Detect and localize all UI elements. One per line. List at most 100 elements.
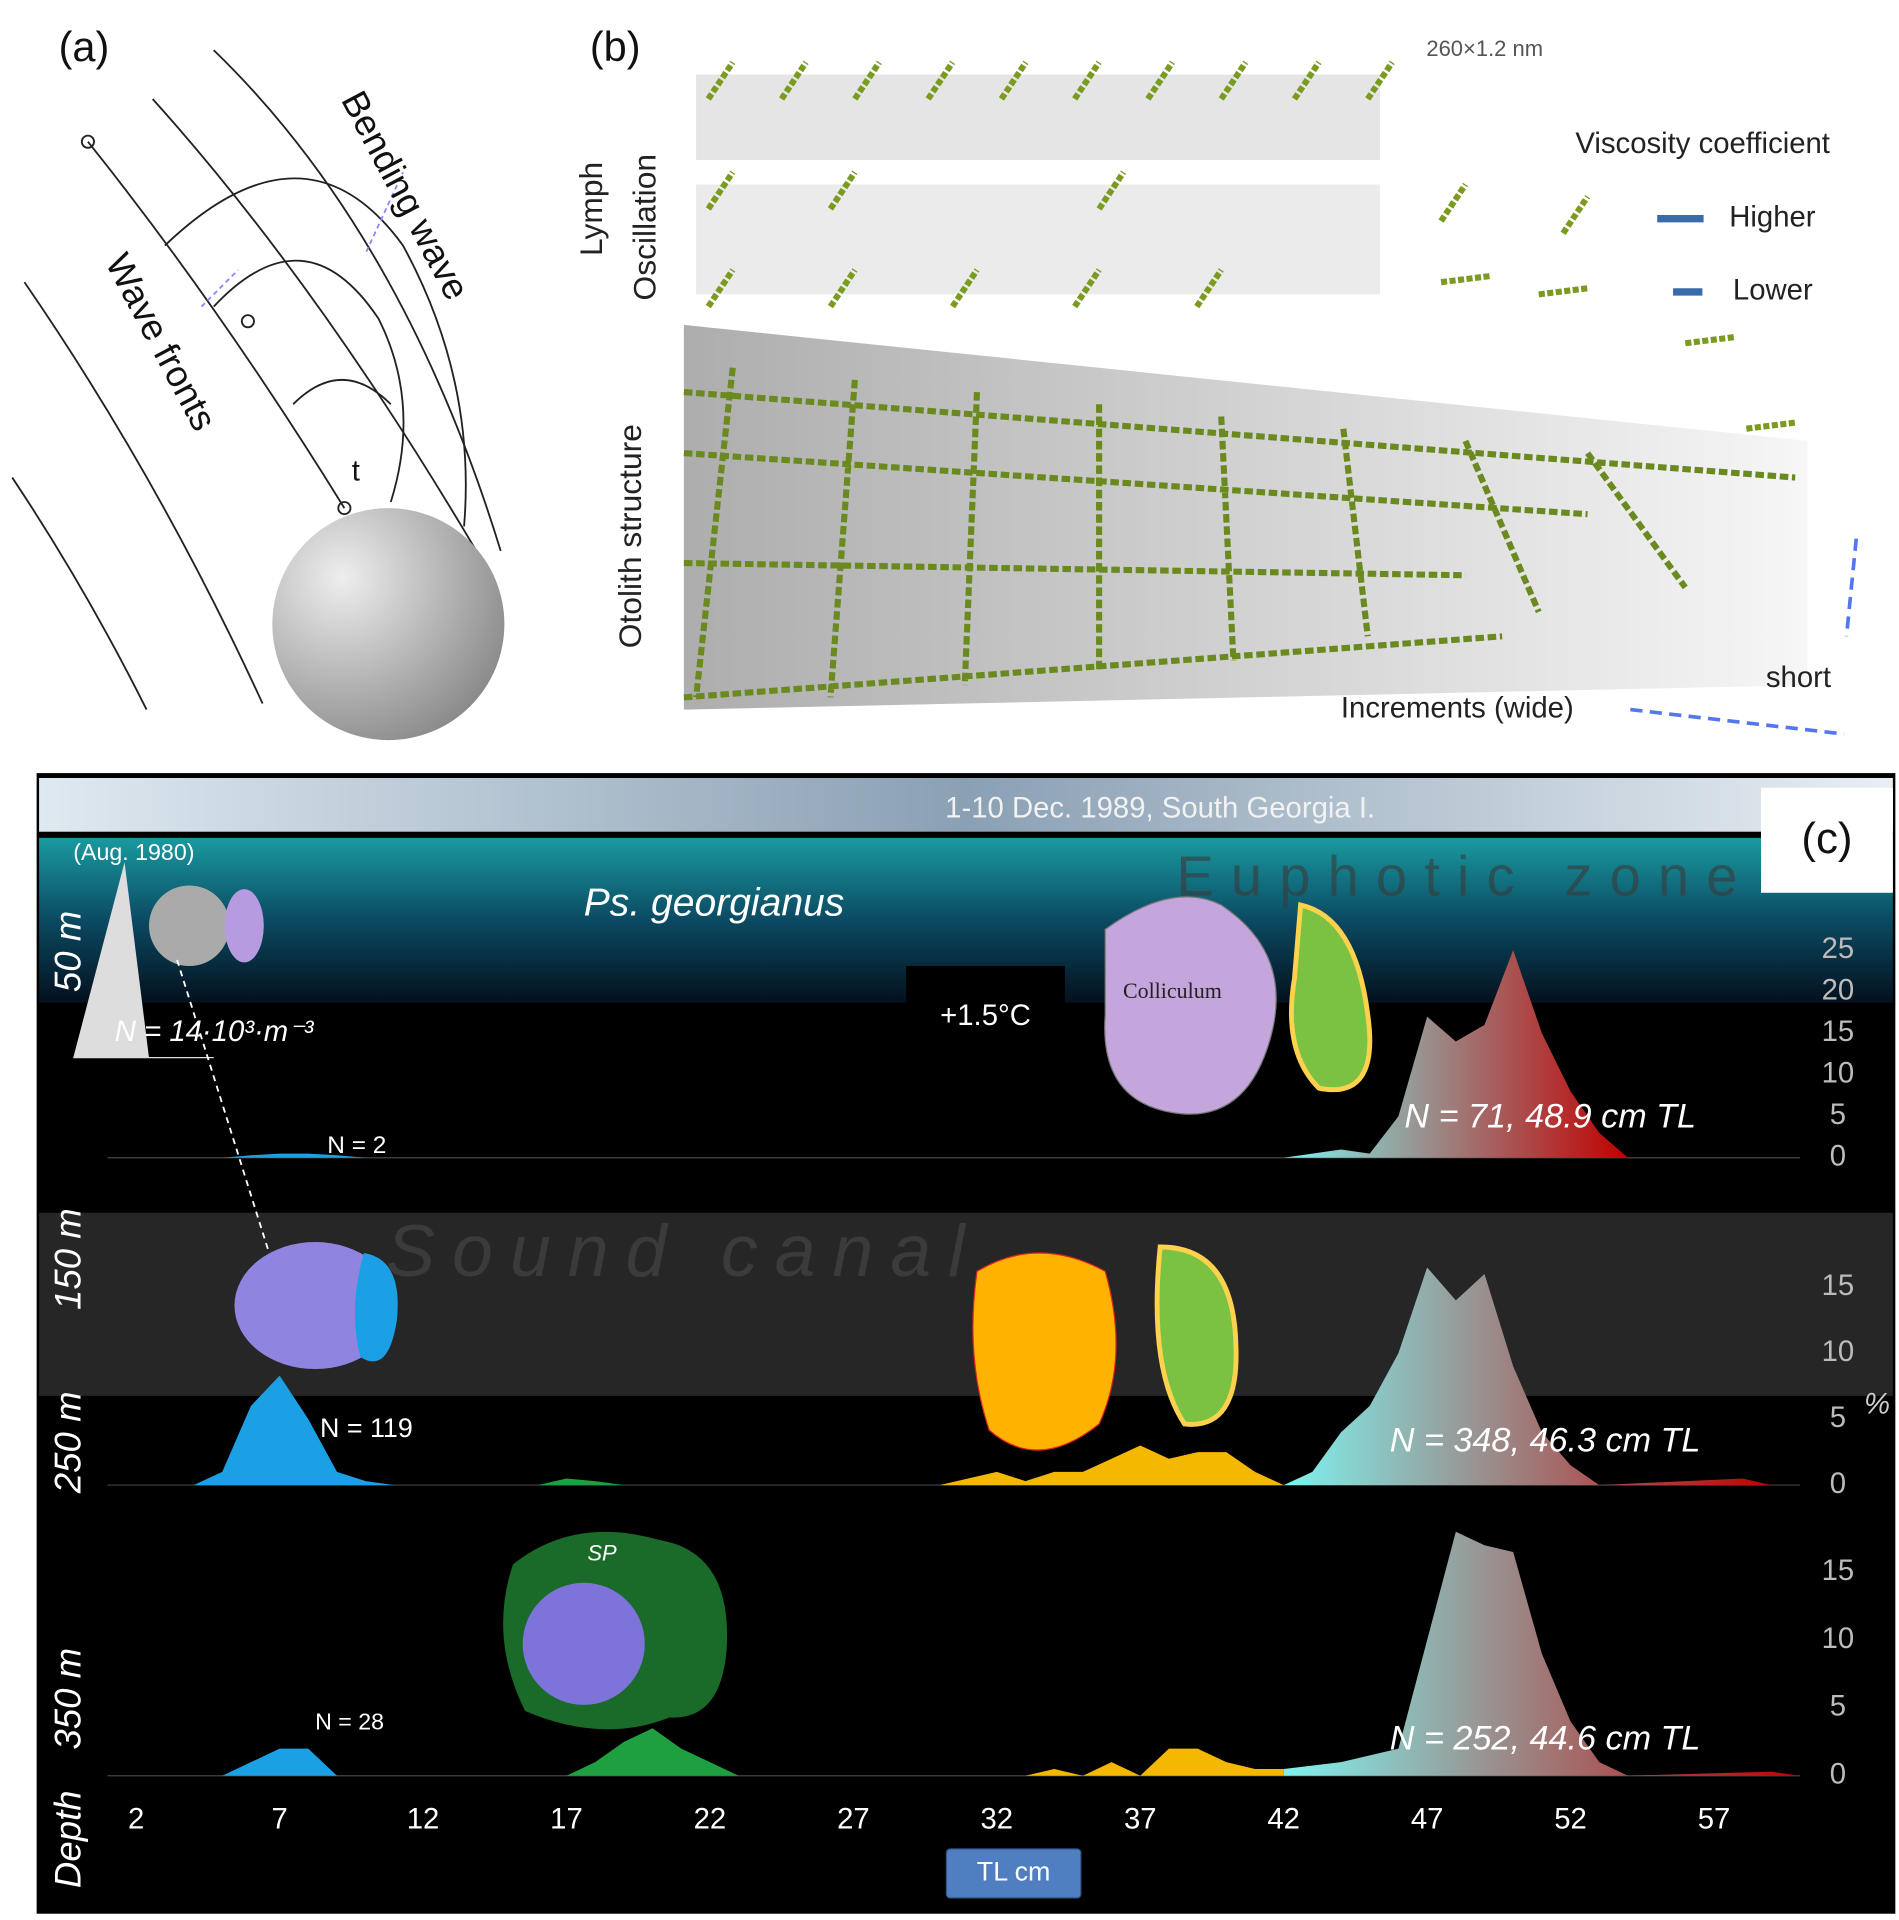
area <box>537 1478 624 1486</box>
depth-label: 350 m <box>48 1648 89 1750</box>
y-tick-label: 15 <box>1822 1269 1855 1302</box>
node <box>337 501 352 516</box>
y-tick-label: 15 <box>1822 1015 1855 1048</box>
wavelet <box>292 378 392 405</box>
x-tick-label: 17 <box>550 1803 583 1836</box>
x-axis-title: TL cm <box>977 1857 1051 1887</box>
area <box>1283 950 1628 1158</box>
x-tick-label: 47 <box>1411 1803 1444 1836</box>
area <box>222 1748 337 1776</box>
node <box>80 134 95 149</box>
annotation: N = 348, 46.3 cm TL <box>1390 1421 1701 1459</box>
side-label: Otolith structure <box>612 424 648 648</box>
y-tick-label: 10 <box>1822 1335 1855 1368</box>
zone-label: Sound canal <box>386 1210 981 1292</box>
density-spike <box>73 862 149 1058</box>
depth-label: 150 m <box>48 1208 89 1310</box>
otolith-section <box>1154 1244 1239 1427</box>
x-label-box <box>945 1848 1082 1899</box>
wave-front <box>213 49 502 552</box>
area <box>1025 1748 1284 1776</box>
scale-label: 260×1.2 nm <box>1426 36 1543 61</box>
x-tick-label: 42 <box>1267 1803 1300 1836</box>
y-tick-label: 5 <box>1830 1401 1846 1434</box>
banner <box>39 777 1893 832</box>
area <box>222 1153 366 1158</box>
wavelet <box>213 259 405 503</box>
otolith-section <box>224 889 264 963</box>
axis-label: Increments (wide) <box>1341 691 1574 724</box>
y-tick-label: 0 <box>1830 1140 1846 1173</box>
arrow <box>1630 538 1859 736</box>
y-tick-label: 25 <box>1822 932 1855 965</box>
temperature-label: +1.5°C <box>940 999 1031 1032</box>
y-tick-label: 15 <box>1822 1554 1855 1587</box>
area <box>1283 1531 1801 1776</box>
panel-label: (a) <box>59 23 110 70</box>
annotation: N = 252, 44.6 cm TL <box>1390 1719 1701 1757</box>
wavelet <box>164 177 467 527</box>
legend-title: Viscosity coefficient <box>1575 127 1830 160</box>
panel-b: (b) 260×1.2 nm Viscosity coefficient Hig… <box>573 23 1859 736</box>
otolith-section <box>354 1253 398 1362</box>
density-label: N = 14·10³·m⁻³ <box>115 1015 315 1048</box>
otolith-drawing <box>972 1252 1117 1451</box>
x-tick-label: 12 <box>407 1803 440 1836</box>
lymph-layer <box>696 74 1380 161</box>
otolith-drawing <box>234 1242 396 1370</box>
panel-c: 1-10 Dec. 1989, South Georgia I. (c) Eup… <box>36 773 1896 1914</box>
x-tick-label: 7 <box>271 1803 287 1836</box>
area <box>939 1445 1284 1486</box>
side-label: Lymph <box>573 162 609 256</box>
otolith-core <box>522 1582 645 1705</box>
annotation: Wave fronts <box>98 247 225 438</box>
fiber <box>705 60 1796 432</box>
x-tick-label: 57 <box>1698 1803 1731 1836</box>
y-tick-label: 5 <box>1830 1690 1846 1723</box>
y-tick-label: 10 <box>1822 1056 1855 1089</box>
node <box>240 314 255 329</box>
sp-label: SP <box>587 1540 617 1565</box>
legend-label: Lower <box>1733 274 1813 307</box>
annotation: Bending wave <box>333 84 477 306</box>
guide <box>365 171 404 253</box>
zone-label: Euphotic zone <box>1176 844 1754 907</box>
x-tick-label: 27 <box>837 1803 870 1836</box>
panel-a: (a) Bending wave Wave fronts t <box>11 23 505 741</box>
area <box>193 1375 395 1486</box>
otolith-image <box>148 885 230 967</box>
x-tick-label: 22 <box>694 1803 727 1836</box>
colliculum-label: Colliculum <box>1123 978 1222 1003</box>
date-note: (Aug. 1980) <box>73 839 194 865</box>
depth-label: 250 m <box>48 1391 89 1494</box>
y-tick-label: 20 <box>1822 973 1855 1006</box>
x-tick-label: 2 <box>128 1803 144 1836</box>
otolith-drawing <box>1104 896 1277 1115</box>
sphere <box>272 508 505 741</box>
wave-front <box>151 98 478 552</box>
area <box>1283 1267 1772 1486</box>
fiber-lattice <box>683 367 1796 701</box>
x-tick-label: 32 <box>981 1803 1014 1836</box>
legend-label: Higher <box>1729 200 1816 233</box>
otolith-section <box>1289 901 1373 1092</box>
panel-label: (c) <box>1801 814 1852 863</box>
x-tick-label: 37 <box>1124 1803 1157 1836</box>
temp-box <box>906 966 1065 1064</box>
annotation: N = 119 <box>320 1413 413 1443</box>
axis-label: short <box>1766 661 1831 694</box>
wave-front <box>11 477 148 711</box>
annotation: N = 71, 48.9 cm TL <box>1404 1098 1696 1136</box>
y-tick-label: 10 <box>1822 1622 1855 1655</box>
wave-front <box>23 281 264 704</box>
lymph-layer <box>696 184 1380 295</box>
unit-label: % <box>1864 1387 1890 1420</box>
otolith-section <box>651 1540 728 1718</box>
y-tick-label: 0 <box>1830 1757 1846 1790</box>
depth-label: Depth <box>48 1790 89 1888</box>
annotation: N = 28 <box>315 1708 384 1734</box>
area <box>566 1728 739 1776</box>
y-tick-label: 0 <box>1830 1467 1846 1500</box>
